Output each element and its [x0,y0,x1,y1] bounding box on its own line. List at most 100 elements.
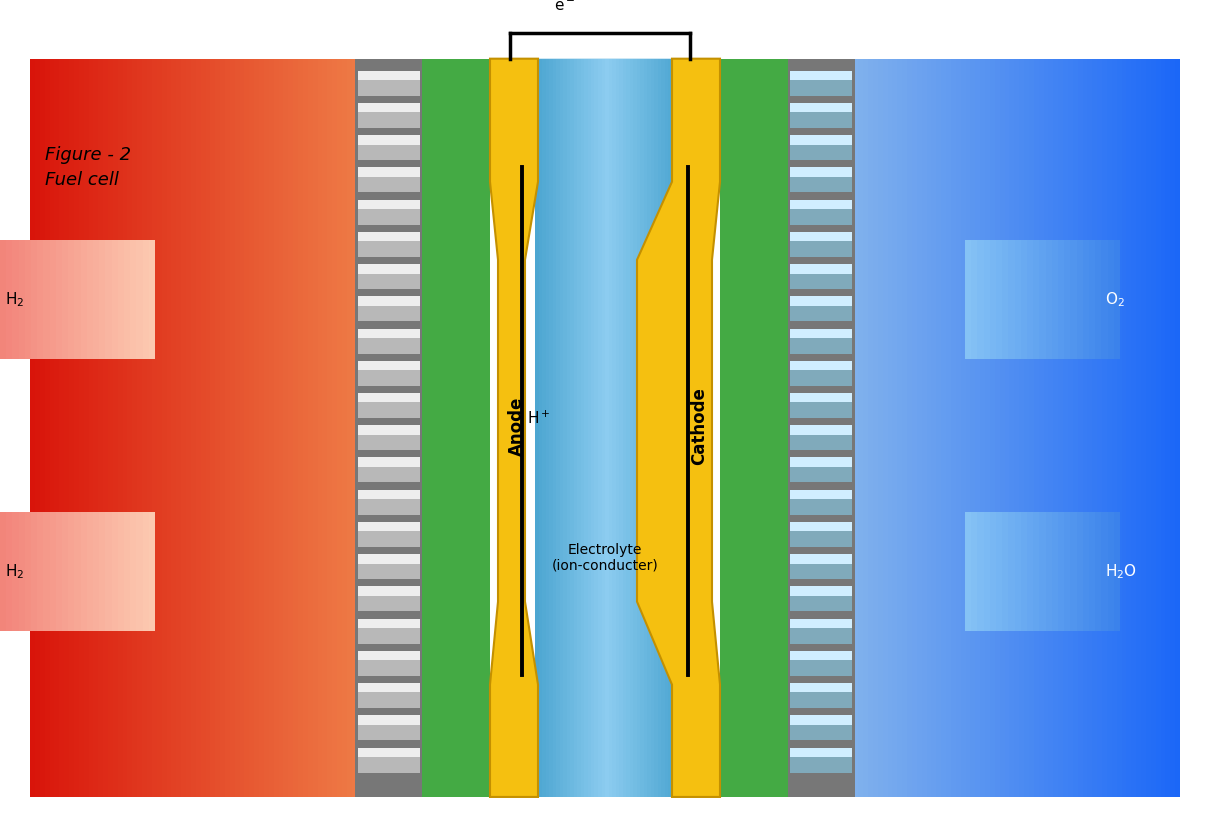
Polygon shape [323,59,328,797]
Polygon shape [1058,512,1065,631]
Polygon shape [162,59,167,797]
Polygon shape [790,112,852,128]
Polygon shape [103,59,108,797]
Polygon shape [790,209,852,225]
Polygon shape [1127,59,1131,797]
Polygon shape [966,512,972,631]
Polygon shape [123,240,131,359]
Polygon shape [358,200,420,209]
Polygon shape [6,512,12,631]
Polygon shape [1165,59,1170,797]
Polygon shape [35,59,40,797]
Polygon shape [1048,59,1053,797]
Polygon shape [908,59,912,797]
Polygon shape [563,59,566,797]
Polygon shape [230,59,235,797]
Polygon shape [790,554,852,563]
Polygon shape [358,692,420,708]
Polygon shape [38,512,44,631]
Polygon shape [651,59,653,797]
Polygon shape [848,59,853,797]
Polygon shape [12,512,18,631]
Polygon shape [352,59,357,797]
Polygon shape [984,240,990,359]
Polygon shape [1027,512,1033,631]
Polygon shape [1146,59,1151,797]
Polygon shape [1102,59,1107,797]
Polygon shape [358,264,420,273]
Polygon shape [903,59,908,797]
Polygon shape [581,59,584,797]
Polygon shape [790,692,852,708]
Polygon shape [819,59,824,797]
Polygon shape [790,466,852,482]
Polygon shape [358,499,420,515]
Polygon shape [358,596,420,611]
Polygon shape [790,145,852,161]
Polygon shape [790,329,852,338]
Polygon shape [358,651,420,660]
Polygon shape [87,240,93,359]
Polygon shape [790,747,852,757]
Polygon shape [358,232,420,242]
Polygon shape [788,59,855,797]
Polygon shape [172,59,177,797]
Polygon shape [54,59,59,797]
Polygon shape [951,59,956,797]
Polygon shape [557,59,559,797]
Polygon shape [790,59,795,797]
Polygon shape [668,59,672,797]
Polygon shape [81,240,87,359]
Polygon shape [1077,240,1083,359]
Polygon shape [824,59,829,797]
Polygon shape [358,619,420,628]
Polygon shape [358,725,420,741]
Polygon shape [961,59,966,797]
Polygon shape [1083,240,1089,359]
Polygon shape [640,59,644,797]
Polygon shape [937,59,941,797]
Polygon shape [143,240,149,359]
Polygon shape [1078,59,1083,797]
Polygon shape [972,240,978,359]
Polygon shape [588,59,590,797]
Polygon shape [853,59,858,797]
Polygon shape [137,512,143,631]
Polygon shape [358,135,420,145]
Polygon shape [790,532,852,547]
Polygon shape [211,59,215,797]
Polygon shape [358,660,420,675]
Polygon shape [401,59,405,797]
Polygon shape [1131,59,1136,797]
Polygon shape [790,426,852,435]
Polygon shape [1077,512,1083,631]
Polygon shape [1107,59,1112,797]
Polygon shape [358,112,420,128]
Polygon shape [1033,59,1038,797]
Polygon shape [790,435,852,451]
Polygon shape [809,59,814,797]
Polygon shape [56,512,62,631]
Polygon shape [790,167,852,177]
Polygon shape [868,59,872,797]
Polygon shape [790,596,852,611]
Text: H$^+$: H$^+$ [526,410,551,426]
Polygon shape [358,522,420,532]
Polygon shape [609,59,612,797]
Polygon shape [1043,59,1048,797]
Polygon shape [62,512,68,631]
Polygon shape [1065,240,1071,359]
Polygon shape [396,59,401,797]
Polygon shape [629,59,633,797]
Polygon shape [362,59,367,797]
Polygon shape [358,628,420,644]
Polygon shape [790,457,852,466]
Polygon shape [612,59,616,797]
Polygon shape [358,329,420,338]
Polygon shape [790,716,852,725]
Polygon shape [664,59,668,797]
Polygon shape [946,59,951,797]
Polygon shape [182,59,186,797]
Polygon shape [117,59,122,797]
Polygon shape [191,59,196,797]
